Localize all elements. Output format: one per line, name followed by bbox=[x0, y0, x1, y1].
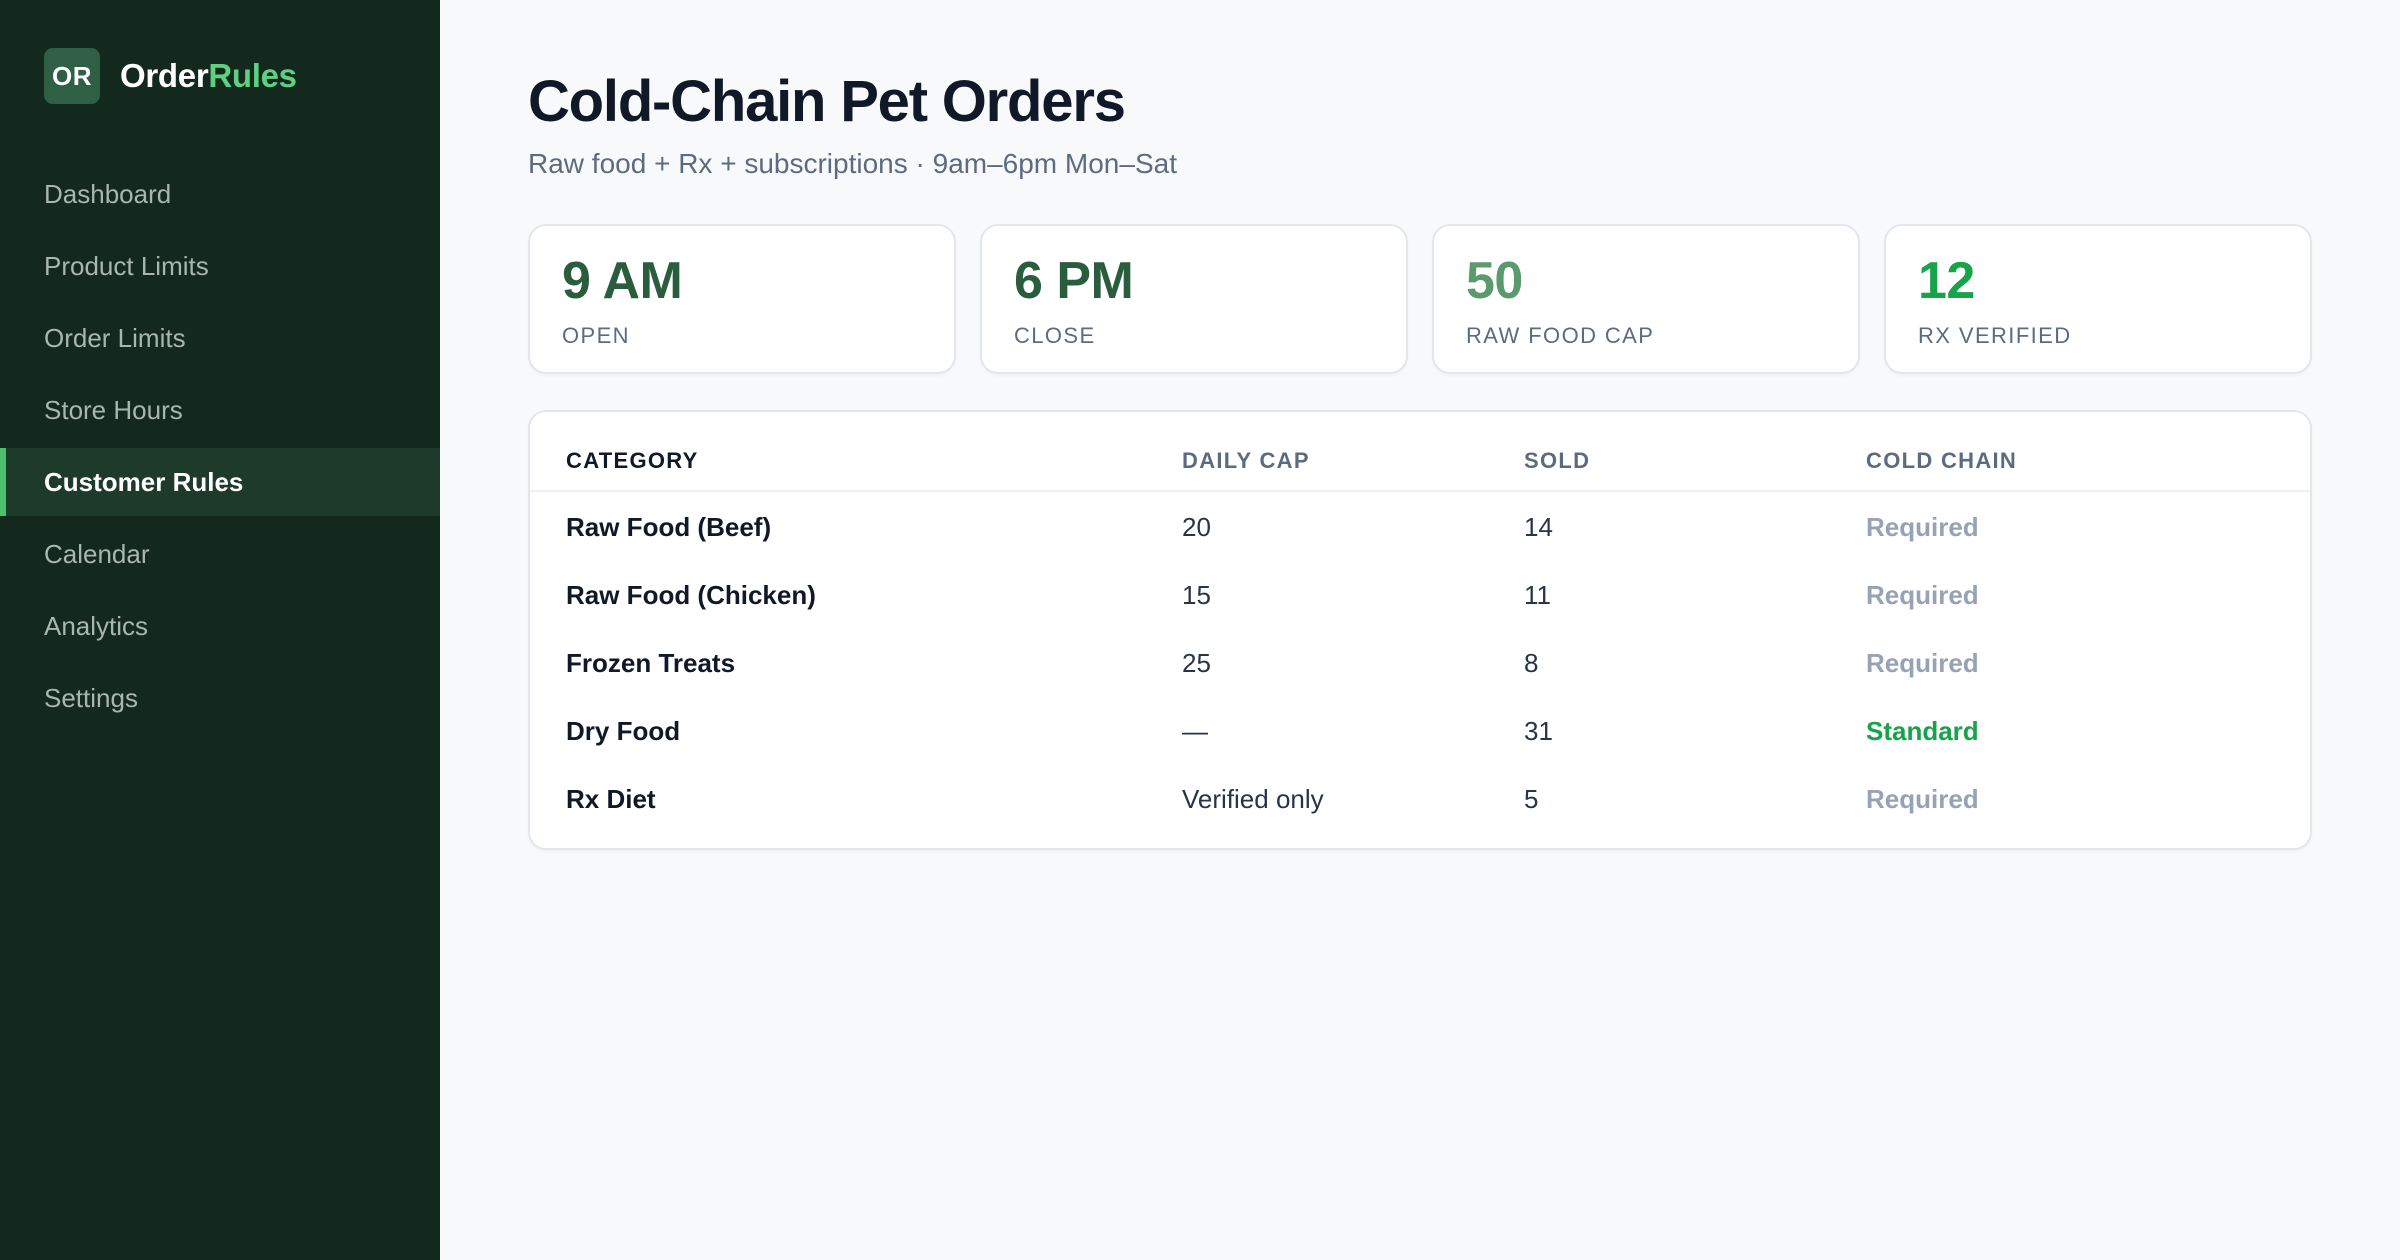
nav-item-analytics[interactable]: Analytics bbox=[44, 610, 149, 641]
cell-sold: 8 bbox=[1524, 648, 1539, 678]
cell-category: Dry Food bbox=[566, 716, 681, 746]
table-row[interactable]: Dry Food — 31 Standard bbox=[530, 696, 2310, 764]
stat-value: 6 PM bbox=[1014, 252, 1134, 310]
cell-sold: 31 bbox=[1524, 716, 1553, 746]
brand-name-part1: Order bbox=[120, 57, 209, 94]
nav-item-product-limits[interactable]: Product Limits bbox=[44, 250, 209, 281]
cell-category: Raw Food (Beef) bbox=[566, 512, 772, 542]
table-row[interactable]: Raw Food (Beef) 20 14 Required bbox=[530, 492, 2310, 560]
stat-label: CLOSE bbox=[1014, 322, 1096, 348]
stat-value: 9 AM bbox=[562, 252, 683, 310]
category-table: CATEGORY DAILY CAP SOLD COLD CHAIN Raw F… bbox=[528, 410, 2312, 850]
column-header-sold[interactable]: SOLD bbox=[1524, 448, 1591, 473]
stats-row: 9 AM OPEN 6 PM CLOSE 50 RAW FOOD CAP 12 … bbox=[528, 224, 2312, 374]
stat-label: RX VERIFIED bbox=[1918, 322, 2072, 348]
stat-card-rx-verified: 12 RX VERIFIED bbox=[1884, 224, 2312, 374]
cell-sold: 5 bbox=[1524, 784, 1539, 814]
nav-item-store-hours[interactable]: Store Hours bbox=[44, 394, 183, 425]
cell-cold-chain-status: Required bbox=[1866, 580, 1979, 610]
column-header-category[interactable]: CATEGORY bbox=[566, 448, 699, 473]
stat-label: OPEN bbox=[562, 322, 630, 348]
cell-category: Frozen Treats bbox=[566, 648, 736, 678]
stat-value: 12 bbox=[1918, 252, 1975, 310]
cell-cold-chain-status: Standard bbox=[1866, 716, 1979, 746]
table-row[interactable]: Rx Diet Verified only 5 Required bbox=[530, 764, 2310, 832]
nav-item-calendar[interactable]: Calendar bbox=[44, 538, 150, 569]
cell-daily-cap: 15 bbox=[1182, 580, 1211, 610]
page-title: Cold-Chain Pet Orders bbox=[528, 69, 1126, 134]
column-header-cold-chain[interactable]: COLD CHAIN bbox=[1866, 448, 2018, 473]
cell-category: Rx Diet bbox=[566, 784, 656, 814]
cell-cold-chain-status: Required bbox=[1866, 512, 1979, 542]
cell-cold-chain-status: Required bbox=[1866, 648, 1979, 678]
stat-card-raw-food-cap: 50 RAW FOOD CAP bbox=[1432, 224, 1860, 374]
brand-name: OrderRules bbox=[120, 57, 297, 95]
brand-name-part2: Rules bbox=[208, 57, 297, 94]
nav-item-dashboard[interactable]: Dashboard bbox=[44, 178, 172, 209]
stat-value: 50 bbox=[1466, 252, 1523, 310]
cell-daily-cap: 25 bbox=[1182, 648, 1211, 678]
page-subtitle: Raw food + Rx + subscriptions · 9am–6pm … bbox=[528, 148, 1177, 179]
cell-category: Raw Food (Chicken) bbox=[566, 580, 816, 610]
nav-item-customer-rules[interactable]: Customer Rules bbox=[0, 448, 440, 516]
nav-item-settings[interactable]: Settings bbox=[44, 682, 138, 713]
table-body: Raw Food (Beef) 20 14 Required Raw Food … bbox=[530, 492, 2310, 832]
table-row[interactable]: Raw Food (Chicken) 15 11 Required bbox=[530, 560, 2310, 628]
cell-daily-cap: Verified only bbox=[1182, 784, 1324, 814]
stat-label: RAW FOOD CAP bbox=[1466, 322, 1655, 348]
cell-sold: 14 bbox=[1524, 512, 1553, 542]
nav-item-order-limits[interactable]: Order Limits bbox=[44, 322, 186, 353]
table-row[interactable]: Frozen Treats 25 8 Required bbox=[530, 628, 2310, 696]
brand-logo-badge: OR bbox=[44, 48, 100, 104]
cell-sold: 11 bbox=[1524, 580, 1551, 610]
brand[interactable]: OR OrderRules bbox=[44, 48, 297, 104]
cell-daily-cap: — bbox=[1182, 716, 1208, 746]
sidebar-nav: Dashboard Product Limits Order Limits St… bbox=[0, 160, 440, 736]
stat-card-open: 9 AM OPEN bbox=[528, 224, 956, 374]
cell-cold-chain-status: Required bbox=[1866, 784, 1979, 814]
cell-daily-cap: 20 bbox=[1182, 512, 1211, 542]
table-header: CATEGORY DAILY CAP SOLD COLD CHAIN bbox=[530, 412, 2310, 492]
column-header-daily-cap[interactable]: DAILY CAP bbox=[1182, 448, 1310, 473]
stat-card-close: 6 PM CLOSE bbox=[980, 224, 1408, 374]
sidebar: OR OrderRules Dashboard Product Limits O… bbox=[0, 0, 440, 1260]
